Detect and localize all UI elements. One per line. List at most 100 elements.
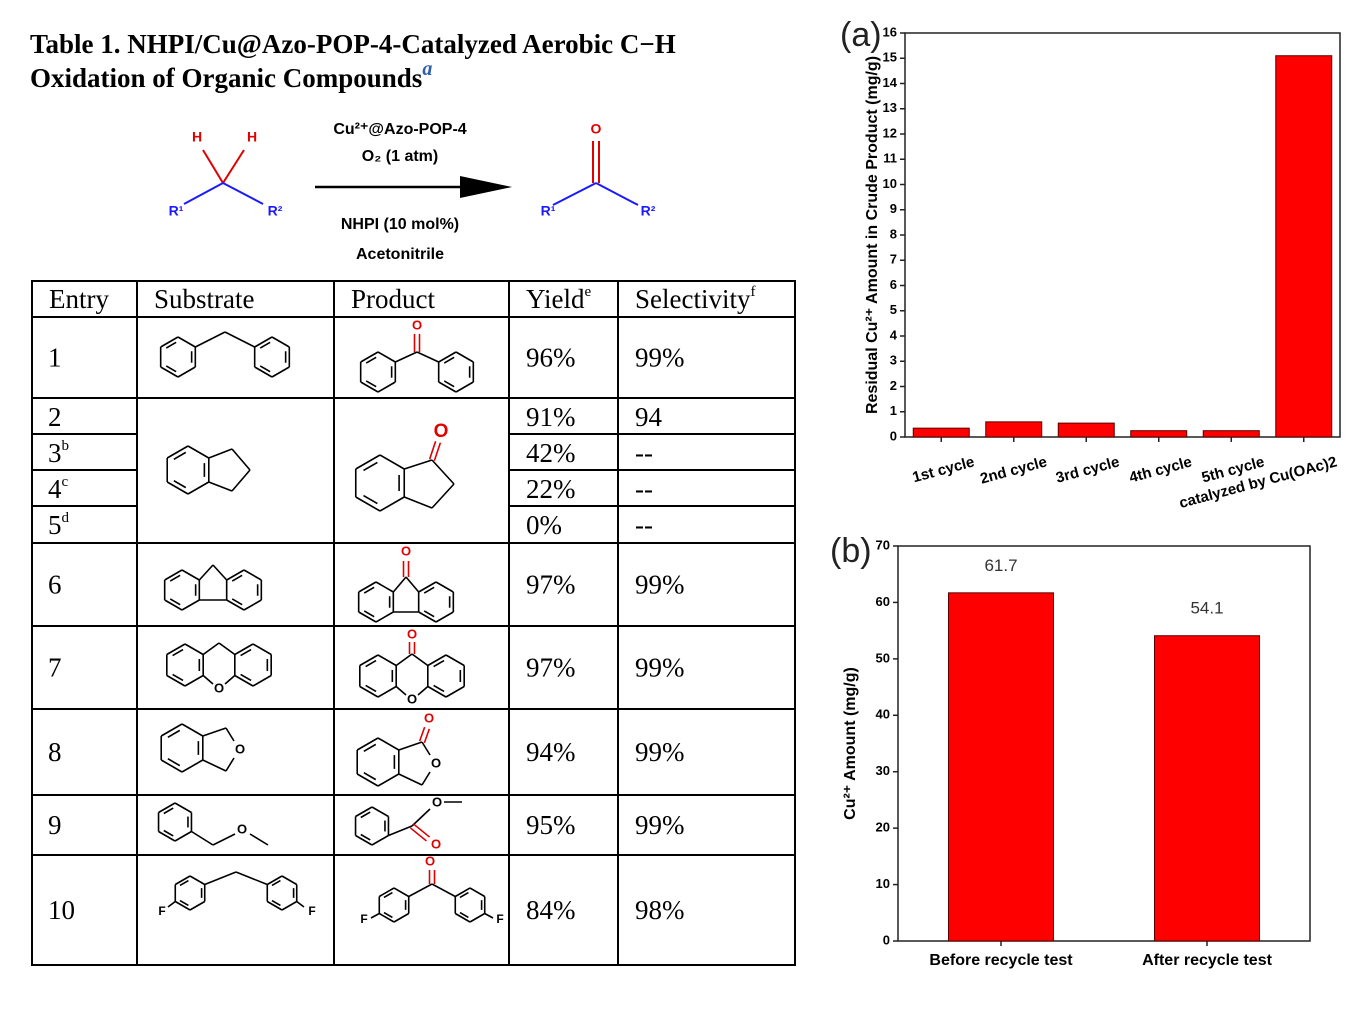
bond <box>552 182 597 206</box>
panel-label: (a) <box>840 16 882 54</box>
note: b <box>62 438 70 454</box>
value-label: 61.7 <box>984 556 1017 575</box>
y-tick-label: 12 <box>883 125 897 140</box>
y-axis-label: Cu²⁺ Amount (mg/g) <box>842 667 859 820</box>
bond <box>271 366 290 378</box>
entry-number: 3b <box>48 438 69 468</box>
bond <box>240 648 252 657</box>
bond <box>160 336 179 348</box>
atom-label: F <box>360 912 367 926</box>
y-tick-label: 20 <box>876 820 890 835</box>
bond <box>240 673 252 682</box>
bond <box>416 351 440 363</box>
column-header: Yielde <box>526 284 592 314</box>
bond <box>187 445 210 459</box>
yield: 94% <box>526 737 576 767</box>
bond <box>179 899 189 907</box>
text: Selectivity <box>635 284 751 314</box>
bond <box>356 773 379 787</box>
bond <box>252 643 272 656</box>
atom-label: R¹ <box>541 203 556 219</box>
y-tick-label: 70 <box>876 537 890 552</box>
reagent: Cu²⁺@Azo-POP-4 <box>333 121 466 138</box>
bond <box>378 912 395 923</box>
note: c <box>62 474 69 490</box>
bond <box>160 723 183 737</box>
selectivity: 98% <box>635 895 685 925</box>
bond <box>158 802 176 814</box>
atom-label: F <box>158 904 165 918</box>
yield: 84% <box>526 895 576 925</box>
bond <box>363 494 378 505</box>
bond <box>249 833 269 846</box>
entry-number: 6 <box>48 570 62 600</box>
bond <box>371 806 389 818</box>
y-tick-label: 1 <box>890 403 897 418</box>
bond <box>469 887 486 898</box>
bond <box>435 611 454 623</box>
bond <box>177 366 196 378</box>
bond <box>375 581 394 593</box>
bond <box>358 611 377 623</box>
bond <box>259 365 271 373</box>
bond <box>208 448 233 459</box>
atom-label: O <box>237 821 247 836</box>
entry-number: 5d <box>48 510 70 540</box>
y-tick-label: 16 <box>883 24 897 39</box>
y-tick-label: 14 <box>883 75 898 90</box>
bond <box>177 336 196 348</box>
bond <box>379 496 405 512</box>
bond <box>218 642 236 656</box>
bond <box>224 331 256 348</box>
bond <box>271 899 281 907</box>
bond <box>427 685 447 698</box>
bond <box>189 900 206 911</box>
bar <box>1154 635 1260 942</box>
atom-label: H <box>192 129 202 145</box>
bond <box>377 685 397 698</box>
bond <box>358 581 377 593</box>
table-title: Table 1. NHPI/Cu@Azo-POP-4-Catalyzed Aer… <box>30 29 676 59</box>
bond <box>413 823 431 838</box>
bond <box>181 569 200 581</box>
entry-number: 1 <box>48 343 62 373</box>
text: 3 <box>48 438 62 468</box>
x-tick-label: 3rd cycle <box>1054 453 1121 486</box>
column-header: Product <box>351 284 435 314</box>
bond <box>166 643 186 656</box>
bond <box>194 331 226 348</box>
note: f <box>750 284 755 300</box>
text: 8 <box>48 737 62 767</box>
bond <box>405 576 420 593</box>
atom-label: O <box>591 121 602 137</box>
bond <box>231 469 251 492</box>
bond <box>296 900 305 908</box>
bond <box>234 674 254 687</box>
bond <box>398 741 423 751</box>
x-tick-label: Before recycle test <box>929 952 1073 969</box>
bond <box>231 574 243 582</box>
bar <box>1275 55 1333 438</box>
bond <box>166 674 186 687</box>
selectivity: 99% <box>635 653 685 683</box>
panel-label: (b) <box>830 532 872 570</box>
bond <box>433 442 442 462</box>
bond <box>377 381 396 393</box>
bond <box>360 351 379 363</box>
bond <box>411 808 431 827</box>
atom-label: F <box>308 904 315 918</box>
bond <box>187 481 210 495</box>
bond <box>417 685 429 696</box>
bond <box>388 825 413 837</box>
bond <box>363 772 377 781</box>
yield: 0% <box>526 510 562 540</box>
bond <box>356 737 379 751</box>
bond <box>355 454 381 470</box>
bond <box>355 806 373 818</box>
bond <box>235 871 268 886</box>
bond <box>418 726 426 742</box>
bond <box>183 182 224 205</box>
bond <box>271 336 290 348</box>
bond <box>383 911 393 919</box>
